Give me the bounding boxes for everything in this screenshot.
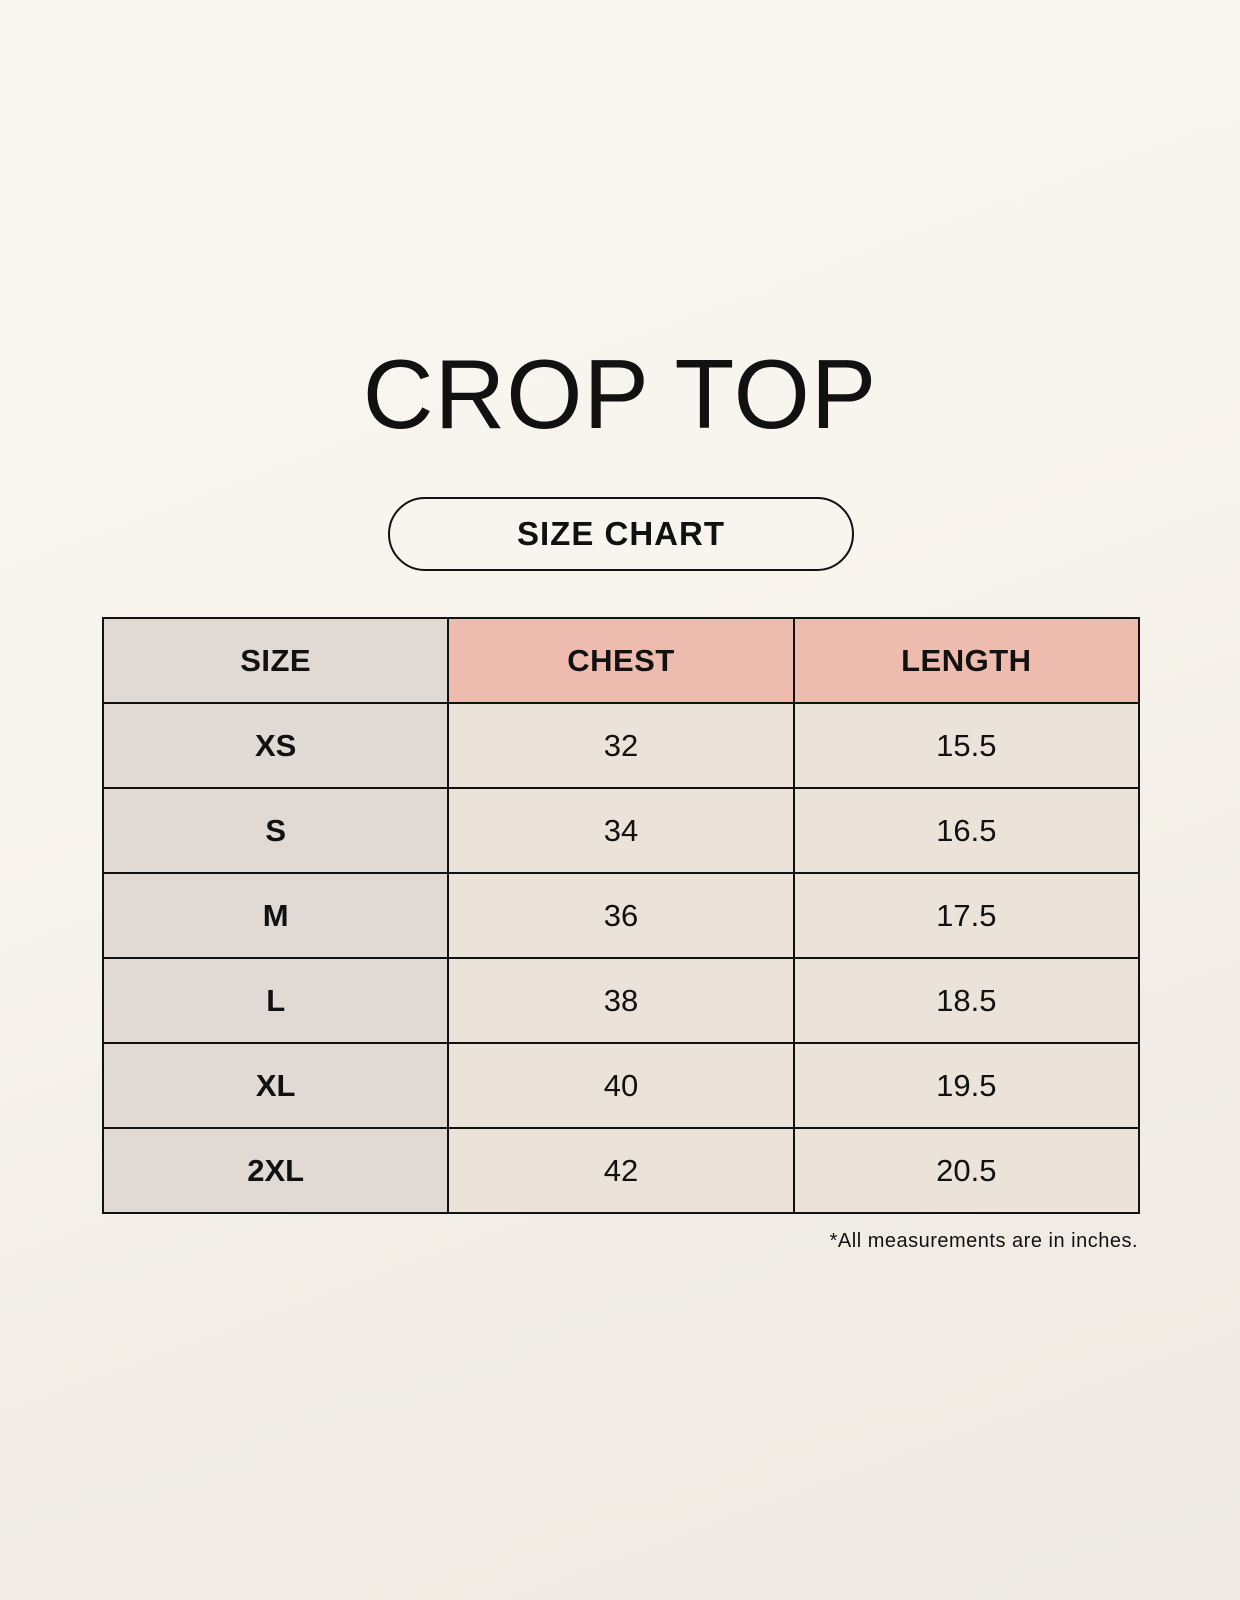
size-cell: 2XL [101,1127,450,1214]
chest-cell: 42 [447,1127,795,1214]
length-cell: 20.5 [792,1127,1141,1214]
size-cell: L [101,957,450,1044]
table-row: XS 32 15.5 [101,702,1141,789]
chest-cell: 34 [447,787,795,874]
table-header-row: SIZE CHEST LENGTH [101,617,1141,704]
chest-cell: 36 [447,872,795,959]
measurement-note: *All measurements are in inches. [829,1230,1138,1252]
length-cell: 16.5 [792,787,1141,874]
chest-cell: 32 [447,702,795,789]
chest-cell: 38 [447,957,795,1044]
table-row: XL 40 19.5 [101,1042,1141,1129]
size-cell: M [101,872,450,959]
page-title: CROP TOP [362,339,878,449]
size-cell: S [101,787,450,874]
header-chest: CHEST [447,617,795,704]
length-cell: 18.5 [792,957,1141,1044]
length-cell: 15.5 [792,702,1141,789]
header-size: SIZE [101,617,450,704]
size-chart-badge: SIZE CHART [388,497,854,571]
size-cell: XS [101,702,450,789]
header-length: LENGTH [792,617,1141,704]
table-row: S 34 16.5 [101,787,1141,874]
size-cell: XL [101,1042,450,1129]
table-row: 2XL 42 20.5 [101,1127,1141,1214]
length-cell: 19.5 [792,1042,1141,1129]
chest-cell: 40 [447,1042,795,1129]
table-row: M 36 17.5 [101,872,1141,959]
table-row: L 38 18.5 [101,957,1141,1044]
size-table: SIZE CHEST LENGTH XS 32 15.5 S 34 16.5 M 36 17.5… [101,617,1141,1214]
length-cell: 17.5 [792,872,1141,959]
